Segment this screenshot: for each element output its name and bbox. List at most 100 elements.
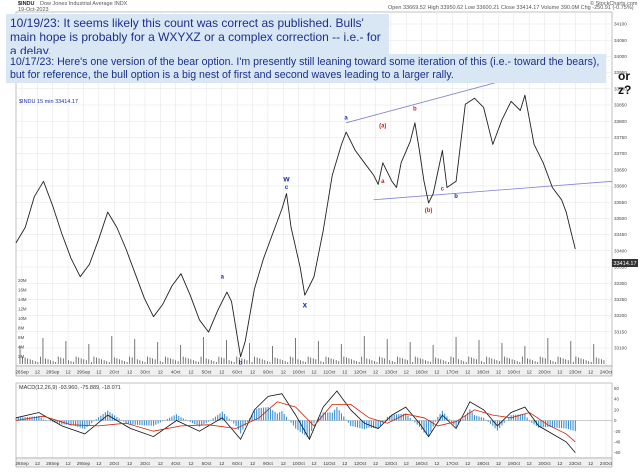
date-tick-label: 12 xyxy=(588,370,594,375)
date-tick-label: 12 xyxy=(404,370,410,375)
macd-date-tick-label: 16Oct xyxy=(415,461,428,466)
macd-date-tick-label: 29Sep xyxy=(77,461,91,466)
date-tick-label: 12 xyxy=(557,370,563,375)
macd-axis-labels: 60 40 20 0 -20 -40 -60 xyxy=(614,386,621,455)
date-tick-label: 29Sep xyxy=(77,370,91,375)
macd-tick-label: 40 xyxy=(614,397,619,402)
macd-date-tick-label: 2Oct xyxy=(109,461,119,466)
price-tick-label: 33200 xyxy=(614,313,627,318)
date-tick-label: 24Oct xyxy=(600,370,613,375)
date-tick-label: 11Oct xyxy=(323,370,336,375)
date-tick-label: 10Oct xyxy=(292,370,305,375)
date-tick-label: 12 xyxy=(342,370,348,375)
macd-date-tick-label: 12 xyxy=(127,461,133,466)
wave-label: a xyxy=(381,179,385,185)
volume-tick-label: 16M xyxy=(18,288,27,293)
macd-date-axis-labels: 26Sep 12 28Sep 12 29Sep 12 2Oct 12 3Oct 12 4Oct 12 5… xyxy=(15,461,612,466)
date-tick-label: 23Oct xyxy=(569,370,582,375)
volume-tick-label: 4M xyxy=(18,345,24,350)
wave-label: c xyxy=(441,187,445,193)
volume-bars xyxy=(19,336,605,364)
ma-legend: $INDU 15 min 33414.17 xyxy=(19,99,79,105)
macd-date-tick-label: 12 xyxy=(250,461,256,466)
or-z-label: or z? xyxy=(618,69,632,97)
macd-date-tick-label: 12 xyxy=(434,461,440,466)
date-tick-label: 12 xyxy=(250,370,256,375)
date-tick-label: 19Oct xyxy=(508,370,521,375)
macd-date-tick-label: 13Oct xyxy=(385,461,398,466)
date-tick-label: 12 xyxy=(158,370,164,375)
chart-date: 19-Oct-2023 xyxy=(18,7,49,13)
macd-date-tick-label: 24Oct xyxy=(600,461,613,466)
macd-date-tick-label: 12 xyxy=(373,461,379,466)
macd-tick-label: -20 xyxy=(614,429,621,434)
date-tick-label: 12 xyxy=(219,370,225,375)
volume-tick-label: 2M xyxy=(18,354,24,359)
chart-instrument-name: Dow Jones Industrial Average INDX xyxy=(40,1,128,7)
price-tick-label: 33250 xyxy=(614,297,627,302)
date-tick-label: 28Sep xyxy=(46,370,60,375)
wave-label: c xyxy=(285,185,289,191)
macd-date-tick-label: 26Sep xyxy=(15,461,29,466)
macd-tick-label: -60 xyxy=(614,450,621,455)
wave-label: b xyxy=(239,360,243,366)
macd-date-tick-label: 9Oct xyxy=(263,461,273,466)
date-axis-labels: 26Sep 12 28Sep 12 29Sep 12 2Oct 12 3Oct 12 4Oct 12 5… xyxy=(15,370,612,375)
macd-date-tick-label: 12 xyxy=(281,461,287,466)
price-tick-label: 33450 xyxy=(614,232,627,237)
macd-date-tick-label: 17Oct xyxy=(446,461,459,466)
date-tick-label: 12 xyxy=(465,370,471,375)
date-tick-label: 9Oct xyxy=(263,370,273,375)
date-tick-label: 13Oct xyxy=(385,370,398,375)
date-tick-label: 12 xyxy=(311,370,317,375)
macd-date-tick-label: 3Oct xyxy=(140,461,150,466)
price-tick-label: 33150 xyxy=(614,329,627,334)
price-tick-label: 33700 xyxy=(614,151,627,156)
macd-line xyxy=(15,390,576,453)
price-tick-label: 33750 xyxy=(614,135,627,140)
date-tick-label: 2Oct xyxy=(109,370,119,375)
macd-tick-label: 20 xyxy=(614,407,619,412)
price-axis-labels: 34100 34050 34000 33950 33900 33850 33800 33750… xyxy=(614,22,627,351)
price-tick-label: 33900 xyxy=(614,86,627,91)
macd-date-tick-label: 12 xyxy=(465,461,471,466)
wave-label: b xyxy=(454,194,458,200)
date-axis-strip xyxy=(15,365,613,377)
macd-date-tick-label: 5Oct xyxy=(202,461,212,466)
date-tick-label: 20Oct xyxy=(538,370,551,375)
macd-date-tick-label: 12 xyxy=(188,461,194,466)
date-tick-label: 6Oct xyxy=(232,370,242,375)
macd-date-tick-label: 12 xyxy=(527,461,533,466)
date-tick-label: 4Oct xyxy=(171,370,181,375)
date-tick-label: 18Oct xyxy=(477,370,490,375)
volume-tick-label: 8M xyxy=(18,326,24,331)
price-series-line xyxy=(15,94,576,358)
macd-lines xyxy=(15,390,576,453)
date-tick-label: 12 xyxy=(434,370,440,375)
macd-date-tick-label: 12 xyxy=(588,461,594,466)
macd-date-tick-label: 19Oct xyxy=(508,461,521,466)
macd-date-tick-label: 12 xyxy=(496,461,502,466)
price-tick-label: 33300 xyxy=(614,281,627,286)
wave-label: w xyxy=(282,174,290,183)
volume-tick-label: 12M xyxy=(18,307,27,312)
date-tick-label: 12 xyxy=(66,370,72,375)
macd-date-tick-label: 12 xyxy=(404,461,410,466)
price-tick-label: 33800 xyxy=(614,119,627,124)
date-tick-label: 5Oct xyxy=(202,370,212,375)
macd-date-tick-label: 11Oct xyxy=(323,461,336,466)
date-tick-label: 12 xyxy=(373,370,379,375)
price-tick-label: 33350 xyxy=(614,265,627,270)
signal-line xyxy=(15,401,576,443)
wave-label: (b) xyxy=(425,208,433,214)
macd-date-tick-label: 23Oct xyxy=(569,461,582,466)
macd-date-tick-label: 12 xyxy=(35,461,41,466)
last-price-tag: 33414.17 xyxy=(613,261,636,267)
macd-date-tick-label: 28Sep xyxy=(46,461,60,466)
date-tick-label: 12 xyxy=(127,370,133,375)
bottom-axis-strip xyxy=(15,457,613,468)
wave-label: a xyxy=(344,116,348,122)
date-tick-label: 12 xyxy=(96,370,102,375)
price-tick-label: 33600 xyxy=(614,184,627,189)
price-line xyxy=(15,94,576,358)
